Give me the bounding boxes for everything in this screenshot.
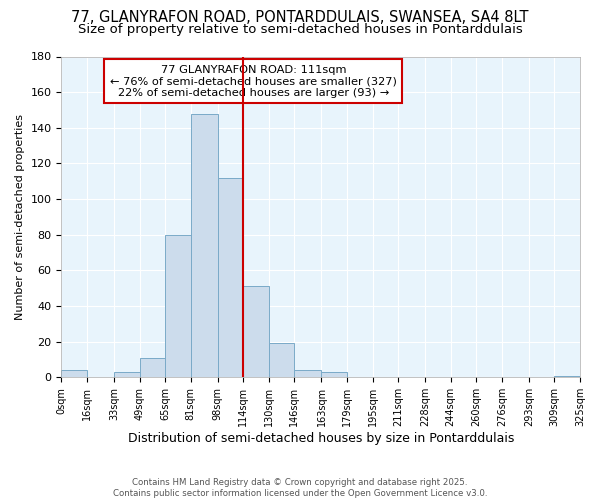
Bar [114, 372, 140, 378]
Bar [140, 358, 165, 378]
Bar [244, 286, 269, 378]
Bar [322, 372, 347, 378]
Bar [269, 344, 295, 378]
Text: 77, GLANYRAFON ROAD, PONTARDDULAIS, SWANSEA, SA4 8LT: 77, GLANYRAFON ROAD, PONTARDDULAIS, SWAN… [71, 10, 529, 25]
Bar [165, 234, 191, 378]
Text: Contains HM Land Registry data © Crown copyright and database right 2025.
Contai: Contains HM Land Registry data © Crown c… [113, 478, 487, 498]
Bar [554, 376, 580, 378]
X-axis label: Distribution of semi-detached houses by size in Pontarddulais: Distribution of semi-detached houses by … [128, 432, 514, 445]
Text: Size of property relative to semi-detached houses in Pontarddulais: Size of property relative to semi-detach… [77, 22, 523, 36]
Text: 77 GLANYRAFON ROAD: 111sqm
← 76% of semi-detached houses are smaller (327)
22% o: 77 GLANYRAFON ROAD: 111sqm ← 76% of semi… [110, 64, 397, 98]
Bar [295, 370, 322, 378]
Bar [61, 370, 87, 378]
Y-axis label: Number of semi-detached properties: Number of semi-detached properties [15, 114, 25, 320]
Bar [218, 178, 244, 378]
Bar [191, 114, 218, 378]
